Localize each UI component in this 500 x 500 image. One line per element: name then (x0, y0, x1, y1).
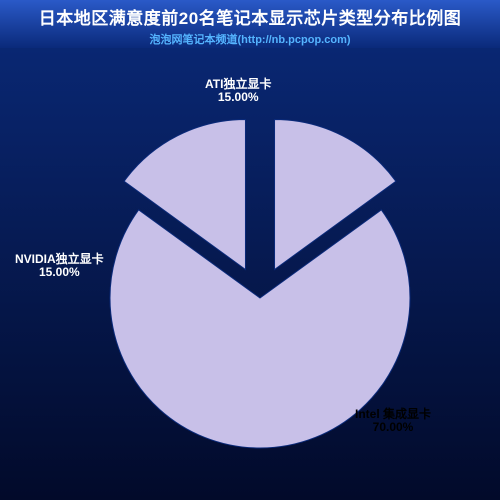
chart-container: 日本地区满意度前20名笔记本显示芯片类型分布比例图 泡泡网笔记本频道(http:… (0, 0, 500, 500)
pie-area: ATI独立显卡15.00% Intel 集成显卡70.00% NVIDIA独立显卡1… (0, 48, 500, 500)
slice-label: NVIDIA独立显卡15.00% (15, 253, 104, 279)
title-bar: 日本地区满意度前20名笔记本显示芯片类型分布比例图 泡泡网笔记本频道(http:… (0, 0, 500, 48)
slice-percent: 70.00% (355, 421, 431, 434)
slice-label: ATI独立显卡15.00% (205, 78, 271, 104)
chart-subtitle: 泡泡网笔记本频道(http://nb.pcpop.com) (0, 31, 500, 47)
slice-percent: 15.00% (205, 91, 271, 104)
chart-title: 日本地区满意度前20名笔记本显示芯片类型分布比例图 (0, 4, 500, 29)
slice-percent: 15.00% (15, 266, 104, 279)
slice-label: Intel 集成显卡70.00% (355, 408, 431, 434)
